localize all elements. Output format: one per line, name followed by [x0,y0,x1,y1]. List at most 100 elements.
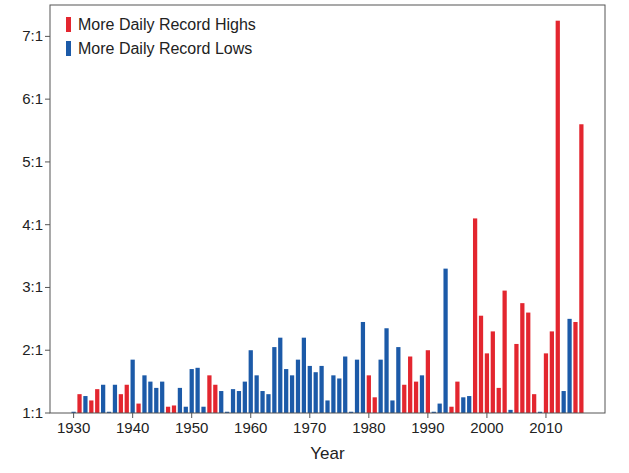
bar [443,269,447,413]
bar [379,360,383,413]
bar [243,382,247,413]
bar [479,316,483,413]
bar [485,353,489,413]
bar [172,405,176,413]
bar [343,357,347,413]
x-tick [486,413,487,418]
x-tick [250,413,251,418]
x-tick-label: 1990 [411,419,444,436]
bar [142,375,146,413]
x-tick-label: 1930 [57,419,90,436]
bar [272,347,276,413]
x-tick-label: 2000 [470,419,503,436]
bar [532,394,536,413]
bar [113,385,117,413]
bar [414,382,418,413]
bar [520,303,524,413]
bar [473,218,477,413]
bar [579,124,583,413]
y-tick [45,224,50,225]
bar [308,366,312,413]
x-tick-label: 1980 [352,419,385,436]
x-tick-label: 1940 [116,419,149,436]
bar [136,404,140,413]
bar [491,331,495,413]
bar [95,389,99,413]
bar [449,407,453,413]
bar [296,360,300,413]
bar [195,368,199,413]
y-tick [45,99,50,100]
y-tick-label: 4:1 [22,216,43,233]
bar [408,357,412,413]
bar [455,382,459,413]
bar [302,338,306,413]
bar [467,396,471,413]
x-tick [73,413,74,418]
bar [361,322,365,413]
bar [77,394,81,413]
x-tick [545,413,546,418]
plot-frame [50,5,605,413]
x-tick [427,413,428,418]
y-tick-label: 6:1 [22,90,43,107]
bar [148,382,152,413]
bar [266,394,270,413]
bar [89,400,93,413]
bar [325,400,329,413]
legend-swatch [66,41,71,56]
y-tick [45,36,50,37]
bar [184,407,188,413]
legend-label: More Daily Record Highs [78,16,256,33]
x-tick [132,413,133,418]
bar [249,350,253,413]
bar [131,360,135,413]
x-tick-label: 1970 [293,419,326,436]
bar [503,291,507,413]
bar [125,385,129,413]
y-tick-label: 5:1 [22,153,43,170]
bar [278,338,282,413]
bar [544,353,548,413]
x-tick-label: 1950 [175,419,208,436]
bar [526,313,530,413]
bar [178,388,182,413]
x-tick [191,413,192,418]
y-tick-label: 2:1 [22,341,43,358]
x-tick-label: 1960 [234,419,267,436]
bar [337,378,341,413]
bar [319,366,323,413]
bar [231,389,235,413]
bar [514,344,518,413]
bar [402,385,406,413]
bar [255,375,259,413]
bar [83,396,87,413]
bar [562,391,566,413]
bar [260,391,264,413]
x-tick [309,413,310,418]
bar [438,404,442,413]
bar [213,385,217,413]
bar [556,21,560,413]
bar [367,375,371,413]
bar [237,391,241,413]
y-tick-label: 3:1 [22,278,43,295]
bar [567,319,571,413]
bar [160,382,164,413]
chart: 1:12:13:14:15:16:17:11930194019501960197… [0,0,629,473]
bar [207,375,211,413]
x-tick [368,413,369,418]
bar [384,328,388,413]
legend: More Daily Record HighsMore Daily Record… [66,16,256,57]
x-tick-label: 2010 [529,419,562,436]
bar [331,375,335,413]
bar [284,369,288,413]
bar [373,397,377,413]
bar [166,407,170,413]
y-tick [45,413,50,414]
bar [190,369,194,413]
bar [461,397,465,413]
bar [355,360,359,413]
bar [573,322,577,413]
x-axis-label: Year [310,444,345,463]
